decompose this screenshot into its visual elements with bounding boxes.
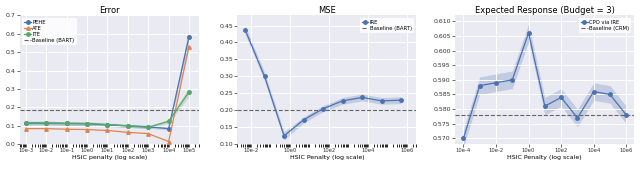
CPO via IRE: [460, 137, 467, 139]
ITE: [63, 122, 70, 125]
Baseline (CRM): [525, 114, 532, 116]
Legend: IRE, Baseline (BART): IRE, Baseline (BART): [360, 18, 414, 33]
Baseline (BART): [286, 109, 294, 112]
IRE: [397, 99, 405, 101]
X-axis label: HSIC Penalty (log scale): HSIC Penalty (log scale): [289, 155, 364, 160]
Legend: PEHE, ATE, ITE, Baseline (BART): PEHE, ATE, ITE, Baseline (BART): [22, 18, 77, 45]
ATE: [22, 127, 29, 130]
CPO via IRE: [590, 90, 598, 93]
Title: MSE: MSE: [318, 6, 336, 15]
ITE: [145, 126, 152, 128]
Line: IRE: IRE: [243, 28, 403, 138]
Line: ATE: ATE: [24, 45, 191, 143]
ATE: [63, 128, 70, 130]
PEHE: [145, 126, 152, 128]
ITE: [22, 122, 29, 124]
ITE: [185, 91, 193, 93]
PEHE: [22, 122, 29, 124]
ITE: [104, 123, 111, 126]
CPO via IRE: [508, 79, 516, 81]
CPO via IRE: [525, 32, 532, 34]
CPO via IRE: [492, 82, 500, 84]
IRE: [358, 96, 366, 99]
CPO via IRE: [573, 117, 581, 119]
PEHE: [104, 124, 111, 126]
ATE: [83, 128, 91, 131]
Baseline (BART): [83, 109, 91, 111]
X-axis label: HSIC penalty (log scale): HSIC penalty (log scale): [72, 155, 147, 160]
IRE: [260, 75, 268, 78]
IRE: [300, 119, 307, 121]
CPO via IRE: [476, 85, 484, 87]
Title: Expected Response (Budget = 3): Expected Response (Budget = 3): [474, 6, 614, 15]
ATE: [164, 140, 172, 143]
Title: Error: Error: [99, 6, 120, 15]
IRE: [241, 28, 249, 31]
PEHE: [42, 122, 50, 124]
ATE: [145, 132, 152, 135]
ITE: [83, 122, 91, 125]
CPO via IRE: [623, 114, 630, 116]
Line: CPO via IRE: CPO via IRE: [461, 31, 628, 140]
CPO via IRE: [541, 105, 548, 107]
Line: ITE: ITE: [24, 90, 191, 129]
PEHE: [83, 122, 91, 125]
Line: PEHE: PEHE: [24, 35, 191, 130]
IRE: [339, 100, 346, 102]
X-axis label: HSIC Penalty (log scale): HSIC Penalty (log scale): [507, 155, 582, 160]
ATE: [185, 46, 193, 48]
PEHE: [124, 125, 132, 127]
IRE: [280, 135, 288, 137]
PEHE: [63, 122, 70, 125]
ATE: [42, 127, 50, 130]
ITE: [124, 125, 132, 127]
CPO via IRE: [557, 96, 565, 99]
ITE: [42, 122, 50, 124]
PEHE: [185, 35, 193, 38]
PEHE: [164, 127, 172, 130]
ATE: [124, 131, 132, 133]
ATE: [104, 129, 111, 132]
ITE: [164, 120, 172, 122]
IRE: [378, 100, 385, 102]
CPO via IRE: [606, 93, 614, 96]
Legend: CPO via IRE, Baseline (CRM): CPO via IRE, Baseline (CRM): [579, 18, 632, 33]
IRE: [319, 107, 327, 110]
